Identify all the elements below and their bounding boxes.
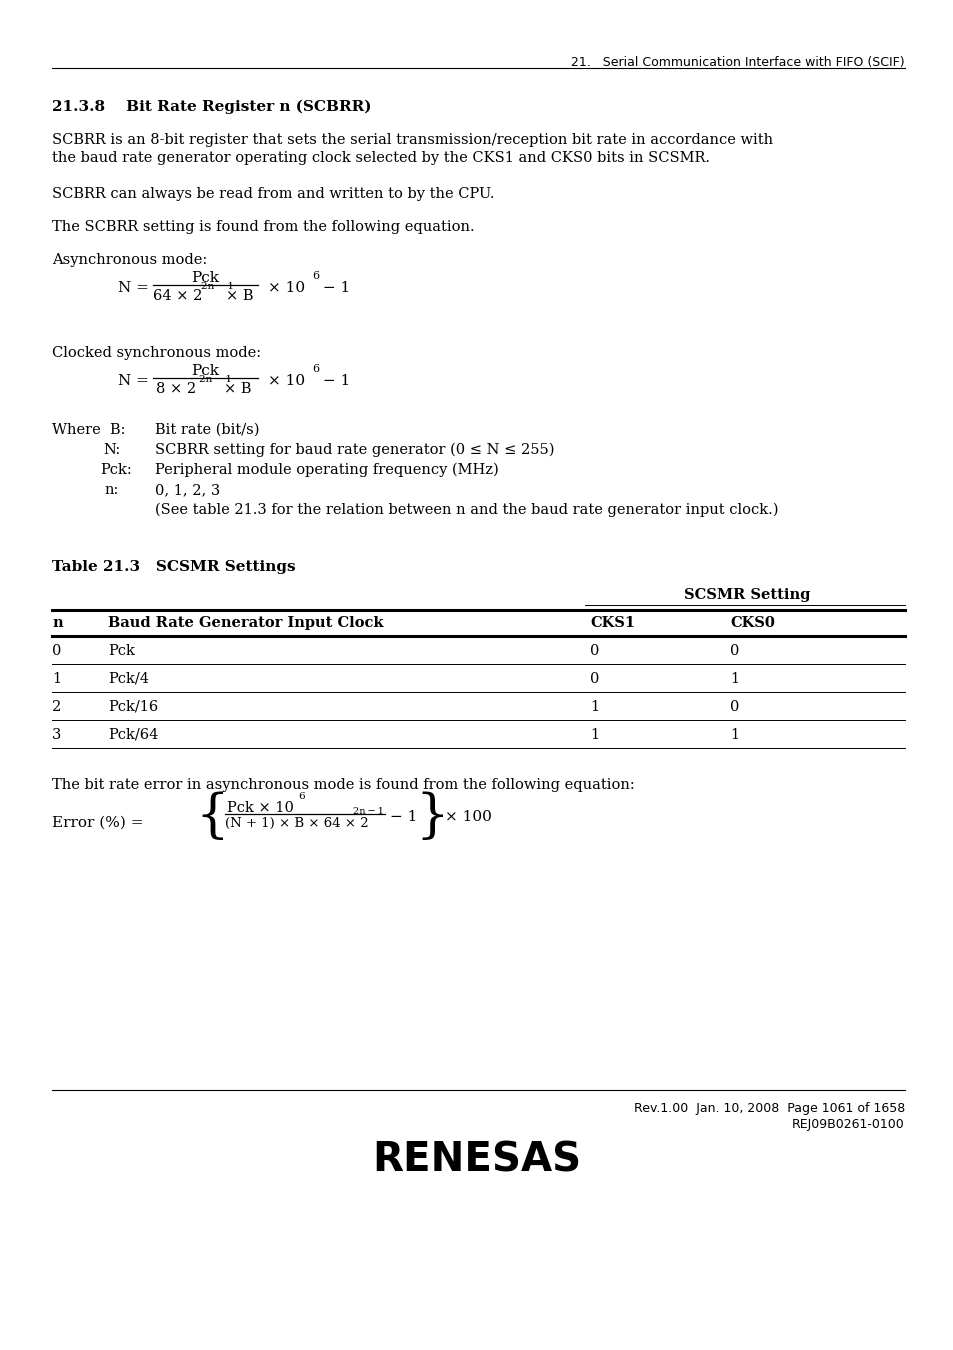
Text: n: n (52, 616, 63, 630)
Text: Baud Rate Generator Input Clock: Baud Rate Generator Input Clock (108, 616, 383, 630)
Text: the baud rate generator operating clock selected by the CKS1 and CKS0 bits in SC: the baud rate generator operating clock … (52, 151, 709, 165)
Text: 1: 1 (729, 728, 739, 743)
Text: }: } (415, 791, 448, 841)
Text: Pck/4: Pck/4 (108, 672, 149, 686)
Text: REJ09B0261-0100: REJ09B0261-0100 (791, 1118, 904, 1131)
Text: {: { (194, 791, 229, 841)
Text: (N + 1) × B × 64 × 2: (N + 1) × B × 64 × 2 (225, 817, 368, 830)
Text: Pck: Pck (191, 364, 219, 378)
Text: 1: 1 (52, 672, 61, 686)
Text: N =: N = (118, 281, 149, 296)
Text: 21.   Serial Communication Interface with FIFO (SCIF): 21. Serial Communication Interface with … (571, 55, 904, 69)
Text: CKS0: CKS0 (729, 616, 774, 630)
Text: SCBRR is an 8-bit register that sets the serial transmission/reception bit rate : SCBRR is an 8-bit register that sets the… (52, 134, 772, 147)
Text: 2: 2 (52, 701, 61, 714)
Text: × 100: × 100 (444, 810, 492, 824)
Text: 2n − 1: 2n − 1 (353, 807, 383, 815)
Text: 6: 6 (312, 364, 319, 374)
Text: Peripheral module operating frequency (MHz): Peripheral module operating frequency (M… (154, 463, 498, 478)
Text: R̅ENESAS: R̅ENESAS (474, 1139, 479, 1142)
Text: 1: 1 (589, 728, 598, 743)
Text: 1: 1 (589, 701, 598, 714)
Text: Pck × 10: Pck × 10 (227, 801, 294, 815)
Text: 0: 0 (589, 644, 598, 657)
Text: The bit rate error in asynchronous mode is found from the following equation:: The bit rate error in asynchronous mode … (52, 778, 634, 792)
Text: Clocked synchronous mode:: Clocked synchronous mode: (52, 346, 261, 360)
Text: SCBRR setting for baud rate generator (0 ≤ N ≤ 255): SCBRR setting for baud rate generator (0… (154, 443, 554, 458)
Text: Bit rate (bit/s): Bit rate (bit/s) (154, 423, 259, 437)
Text: × B: × B (224, 382, 252, 396)
Text: Pck/64: Pck/64 (108, 728, 158, 743)
Text: 64 × 2: 64 × 2 (152, 289, 202, 302)
Text: 1: 1 (729, 672, 739, 686)
Text: − 1: − 1 (317, 281, 350, 296)
Text: N =: N = (118, 374, 149, 387)
Text: 6: 6 (297, 792, 304, 801)
Text: × 10: × 10 (268, 374, 305, 387)
Text: Pck:: Pck: (100, 463, 132, 477)
Text: 0, 1, 2, 3: 0, 1, 2, 3 (154, 483, 220, 497)
Text: Asynchronous mode:: Asynchronous mode: (52, 252, 207, 267)
Text: × 10: × 10 (268, 281, 305, 296)
Text: − 1: − 1 (390, 810, 416, 824)
Text: SCBRR can always be read from and written to by the CPU.: SCBRR can always be read from and writte… (52, 188, 494, 201)
Text: Rev.1.00  Jan. 10, 2008  Page 1061 of 1658: Rev.1.00 Jan. 10, 2008 Page 1061 of 1658 (633, 1102, 904, 1115)
Text: Pck: Pck (191, 271, 219, 285)
Text: The SCBRR setting is found from the following equation.: The SCBRR setting is found from the foll… (52, 220, 475, 234)
Text: 3: 3 (52, 728, 61, 743)
Text: Pck: Pck (108, 644, 134, 657)
Text: 2n − 1: 2n − 1 (199, 375, 232, 383)
Text: 6: 6 (312, 271, 319, 281)
Text: 2n − 1: 2n − 1 (201, 282, 233, 292)
Text: 0: 0 (589, 672, 598, 686)
Text: × B: × B (226, 289, 253, 302)
Text: 0: 0 (729, 644, 739, 657)
Text: 0: 0 (729, 701, 739, 714)
Text: Pck/16: Pck/16 (108, 701, 158, 714)
Text: (See table 21.3 for the relation between n and the baud rate generator input clo: (See table 21.3 for the relation between… (154, 504, 778, 517)
Text: − 1: − 1 (317, 374, 350, 387)
Text: Where  B:: Where B: (52, 423, 126, 437)
Text: CKS1: CKS1 (589, 616, 635, 630)
Text: Error (%) =: Error (%) = (52, 815, 143, 830)
Text: 21.3.8    Bit Rate Register n (SCBRR): 21.3.8 Bit Rate Register n (SCBRR) (52, 100, 371, 115)
Text: SCSMR Setting: SCSMR Setting (683, 589, 809, 602)
Text: n:: n: (105, 483, 119, 497)
Text: Table 21.3   SCSMR Settings: Table 21.3 SCSMR Settings (52, 560, 295, 574)
Text: N:: N: (103, 443, 120, 458)
Text: 8 × 2: 8 × 2 (156, 382, 196, 396)
Text: RENESAS: RENESAS (372, 1139, 581, 1180)
Text: 0: 0 (52, 644, 61, 657)
